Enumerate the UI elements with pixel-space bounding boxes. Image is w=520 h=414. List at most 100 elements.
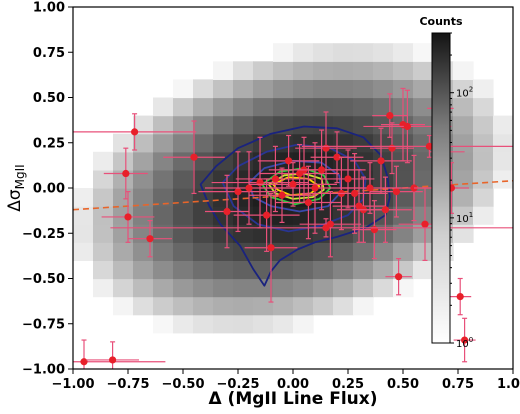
y-tick-label: 0.50 (33, 91, 65, 106)
x-tick-label: −0.75 (107, 377, 150, 392)
heatmap-cell (213, 314, 234, 334)
scatter-point (103, 147, 148, 200)
heatmap-cell (373, 61, 394, 80)
heatmap-cell (173, 242, 194, 261)
scatter-point (277, 129, 366, 211)
heatmap-cell (273, 79, 294, 99)
heatmap-cell (93, 169, 114, 189)
heatmap-cell (333, 296, 354, 316)
heatmap-cell (93, 278, 114, 298)
heatmap-cell (493, 151, 513, 171)
heatmap-cell (173, 278, 194, 298)
heatmap-cell (93, 206, 114, 225)
heatmap-cell (333, 61, 354, 80)
heatmap-cell (113, 151, 134, 171)
heatmap-cell (193, 314, 214, 334)
heatmap-cell (253, 115, 274, 135)
heatmap-cell (393, 224, 414, 243)
heatmap-cell (133, 115, 154, 135)
heatmap-cell (313, 115, 334, 135)
heatmap-cell (273, 61, 294, 80)
heatmap-cell (373, 278, 394, 298)
x-tick-label: 0.50 (387, 377, 419, 392)
heatmap-cell (153, 169, 174, 189)
heatmap-cell (293, 278, 314, 298)
colorbar-ticks: 100 101 102 (450, 32, 473, 350)
scatter-point (301, 134, 513, 158)
heatmap-cell (173, 79, 194, 99)
heatmap-cell (213, 61, 234, 80)
heatmap-cell (173, 151, 194, 171)
heatmap-cell (213, 97, 234, 117)
x-tick-label: −1.00 (52, 377, 95, 392)
heatmap-cell (413, 61, 434, 80)
heatmap-cell (293, 43, 314, 62)
heatmap-cell (233, 260, 254, 280)
heatmap-cell (173, 188, 194, 207)
heatmap-cell (413, 169, 434, 189)
heatmap-cell (413, 242, 434, 261)
heatmap-cell (453, 169, 474, 189)
heatmap-cell (373, 97, 394, 117)
heatmap-cell (273, 97, 294, 117)
colorbar: Counts 100 101 102 (419, 15, 473, 350)
heatmap-cell (373, 260, 394, 280)
heatmap-cell (353, 61, 374, 80)
heatmap-cell (233, 61, 254, 80)
colorbar-tick-label: 102 (456, 86, 473, 100)
heatmap-cell (193, 97, 214, 117)
heatmap-cell (453, 61, 474, 80)
heatmap-cell (213, 224, 234, 243)
heatmap-cell (373, 43, 394, 62)
heatmap-cell (313, 260, 334, 280)
heatmap-cell (153, 206, 174, 225)
heatmap-cell (313, 61, 334, 80)
heatmap-cell (473, 206, 494, 225)
heatmap-cell (173, 224, 194, 243)
heatmap-cell (473, 133, 494, 153)
heatmap-cell (253, 79, 274, 99)
heatmap-cell (193, 242, 214, 261)
heatmap-cell (173, 97, 194, 117)
y-tick-label: −0.75 (22, 317, 65, 332)
y-tick-label: −1.00 (22, 363, 65, 378)
heatmap-cell (273, 224, 294, 243)
heatmap-cell (253, 224, 274, 243)
heatmap-cell (93, 224, 114, 243)
heatmap-cell (293, 242, 314, 261)
heatmap-cell (153, 133, 174, 153)
colorbar-gradient (431, 32, 451, 344)
heatmap-cell (133, 296, 154, 316)
heatmap-cell (273, 278, 294, 298)
heatmap-cell (153, 151, 174, 171)
heatmap-cell (93, 188, 114, 207)
heatmap-cell (493, 115, 513, 135)
scatter-point (110, 218, 513, 238)
heatmap-cell (453, 97, 474, 117)
heatmap-cell (113, 296, 134, 316)
heatmap-cell (413, 260, 434, 280)
heatmap-cell (73, 206, 94, 225)
heatmap-cell (113, 133, 134, 153)
heatmap-cell (473, 97, 494, 117)
heatmap-cell (353, 43, 374, 62)
heatmap-cell (173, 296, 194, 316)
scatter-point (205, 174, 249, 249)
heatmap-cell (153, 115, 174, 135)
heatmap-cell (213, 278, 234, 298)
heatmap-cell (353, 278, 374, 298)
heatmap-cell (193, 79, 214, 99)
scatter-point (321, 149, 375, 209)
heatmap-cell (233, 278, 254, 298)
heatmap-cell (393, 169, 414, 189)
heatmap-cell (353, 260, 374, 280)
heatmap-cell (113, 260, 134, 280)
heatmap-cell (453, 79, 474, 99)
y-tick-label: −0.50 (22, 272, 65, 287)
colorbar-tick-label: 100 (456, 336, 473, 350)
heatmap-cell (333, 79, 354, 99)
heatmap-cell (373, 169, 394, 189)
heatmap-cell (193, 115, 214, 135)
scatter-point (372, 93, 408, 138)
